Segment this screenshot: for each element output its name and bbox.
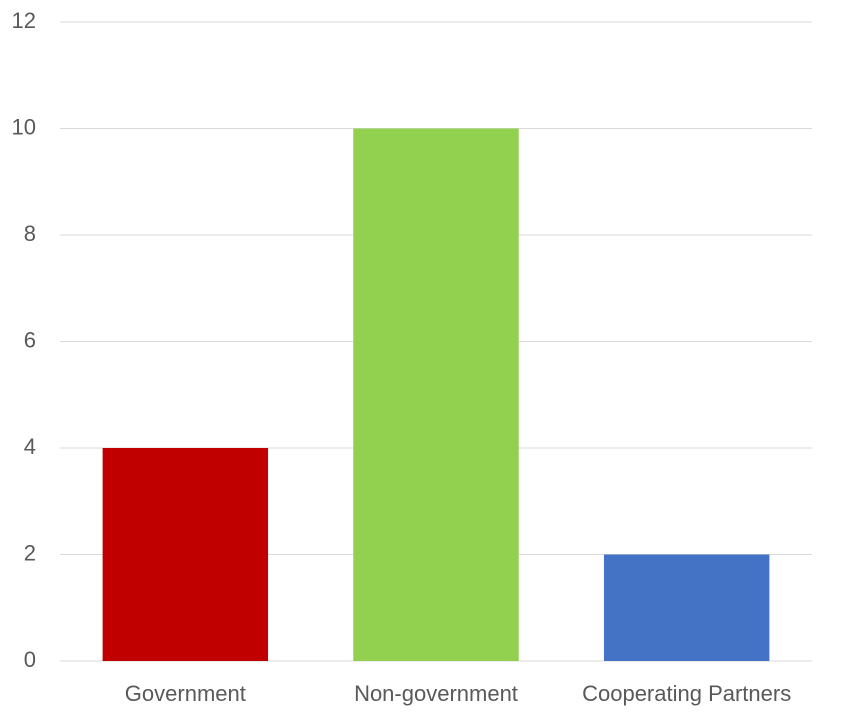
y-tick-label: 8 (24, 221, 36, 246)
y-tick-label: 2 (24, 540, 36, 565)
y-tick-label: 10 (12, 114, 36, 139)
x-tick-label: Government (125, 681, 246, 706)
y-tick-label: 4 (24, 434, 36, 459)
bar (353, 128, 519, 661)
y-tick-label: 12 (12, 8, 36, 33)
bar (603, 554, 770, 661)
y-tick-label: 0 (24, 647, 36, 672)
y-tick-label: 6 (24, 327, 36, 352)
x-tick-label: Cooperating Partners (582, 681, 791, 706)
bar (102, 448, 269, 661)
x-tick-label: Non-government (354, 681, 518, 706)
